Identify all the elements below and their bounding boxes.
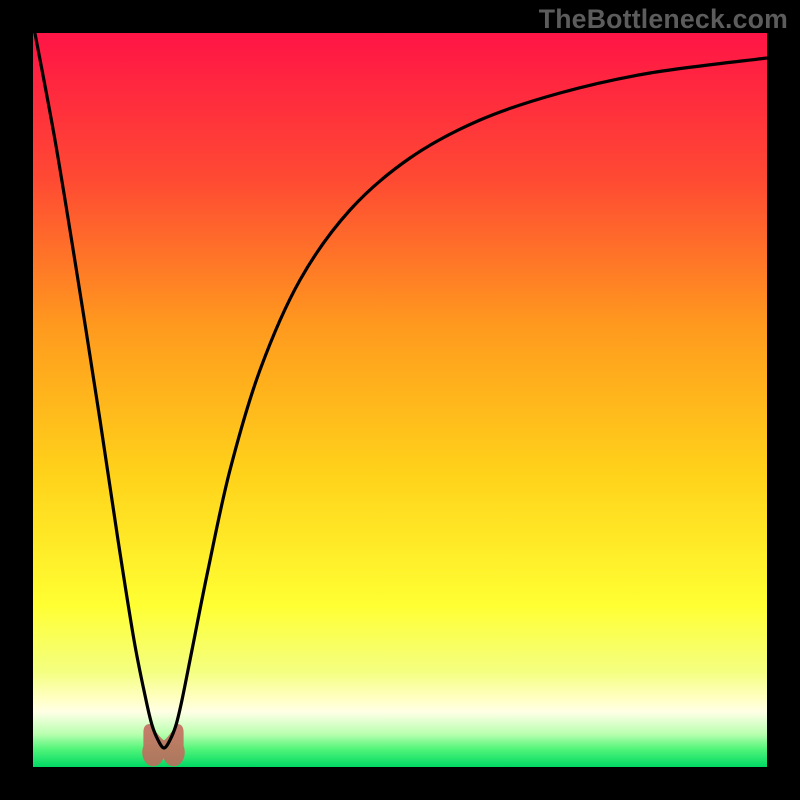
watermark-text: TheBottleneck.com [539,4,788,35]
plot-area [33,23,767,767]
bottleneck-chart [0,0,800,800]
gradient-background [33,33,767,767]
chart-stage: TheBottleneck.com [0,0,800,800]
